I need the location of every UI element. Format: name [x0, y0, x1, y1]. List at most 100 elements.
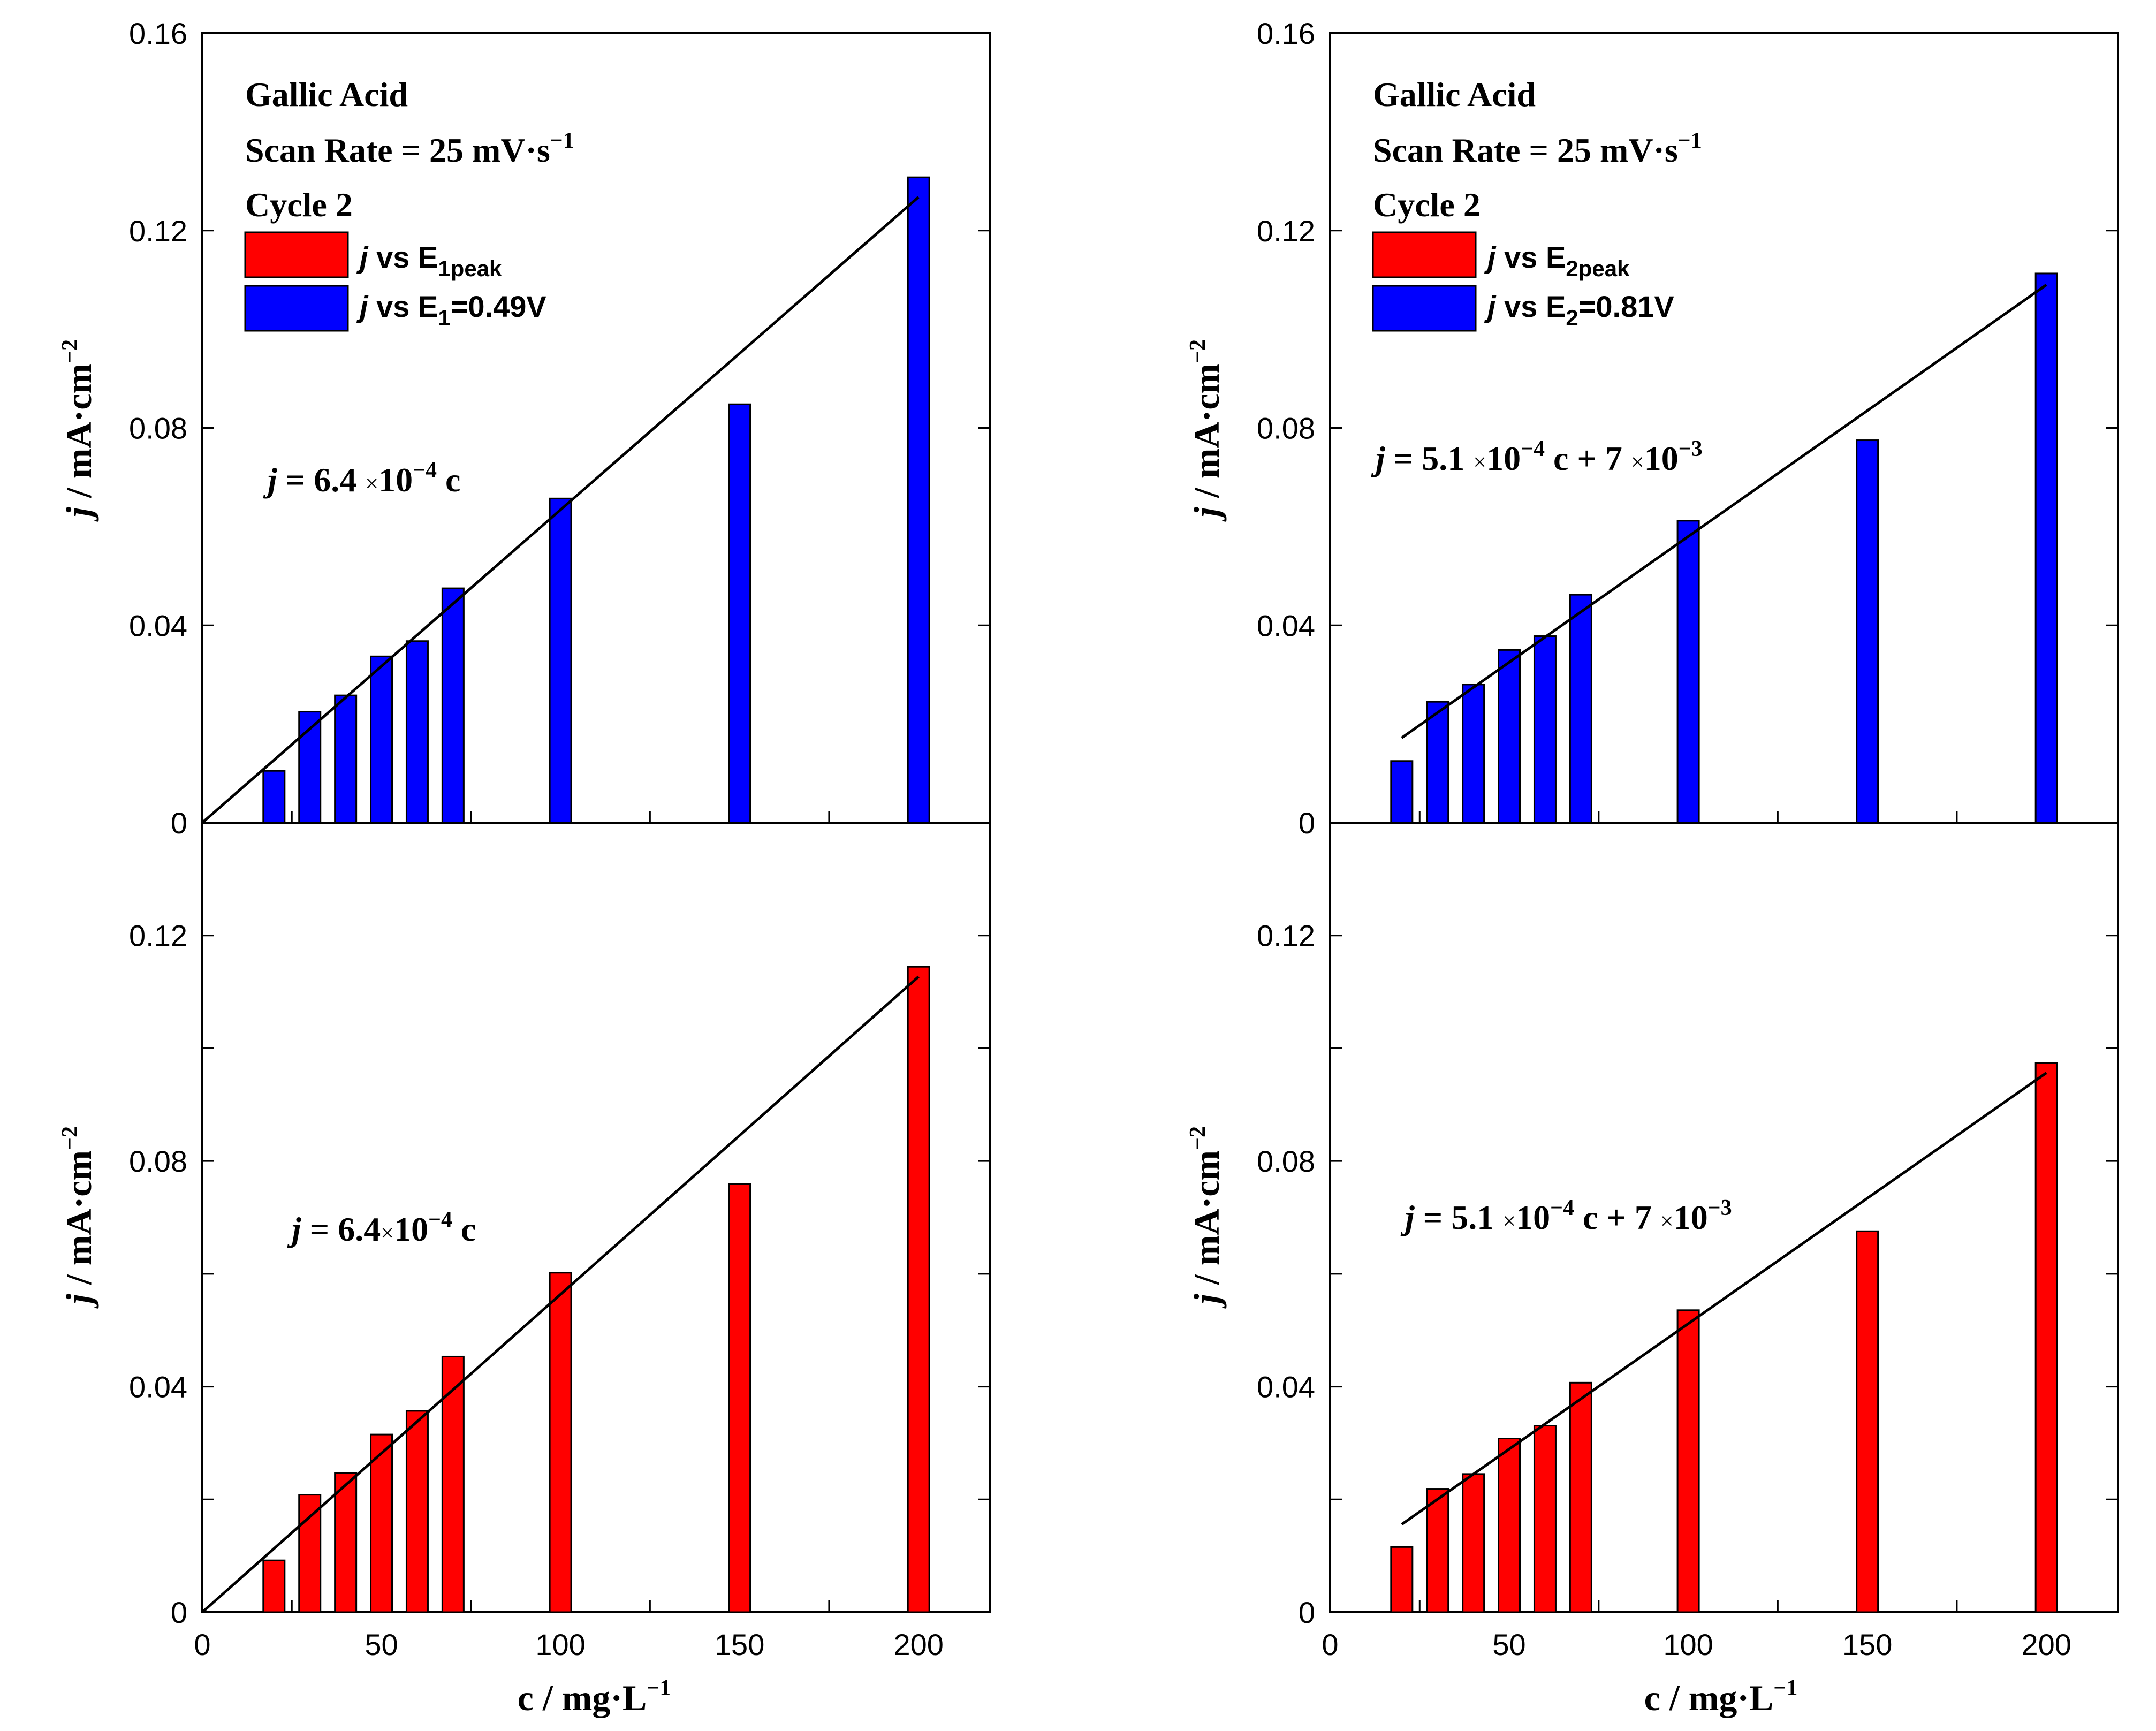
bar [334, 694, 358, 824]
x-tick-label: 0 [194, 1628, 210, 1661]
y-j: j [58, 506, 99, 522]
y-tick-label: 0.12 [129, 919, 187, 953]
legend-swatch-red [1372, 231, 1477, 278]
y-j: j [1186, 506, 1227, 522]
eq-base: 10 [394, 1210, 428, 1248]
x-exp: −1 [1773, 1676, 1797, 1700]
legend-sub: 1 [438, 305, 450, 330]
left-column: 0 0.04 0.08 0.12 0.16 0 0.04 0.08 0.12 0 50 100 150… [58, 17, 991, 1718]
bar [262, 1559, 286, 1613]
eq-coef: = 6.4 [277, 461, 365, 499]
x-tick-label: 150 [1842, 1628, 1892, 1661]
legend-j: j [356, 240, 369, 274]
legend-sub: 2 [1566, 305, 1578, 330]
legend-label-blue: j vs E1=0.49V [356, 290, 546, 330]
x-unit: L [1749, 1677, 1773, 1718]
x-dot: · [1737, 1677, 1749, 1718]
bar [1462, 1473, 1485, 1613]
y-exp: −2 [58, 1126, 82, 1150]
y-tick-label: 0 [1299, 806, 1315, 840]
bar [2034, 1062, 2058, 1613]
bar [907, 966, 930, 1613]
y-tick-label: 0.12 [129, 214, 187, 248]
x-tick-label: 200 [893, 1628, 943, 1661]
equation-bottom-left: j = 6.4×10−4 c [287, 1208, 476, 1248]
scan-rate-text: Scan Rate = 25 mV·s [245, 131, 550, 169]
bar [1856, 1230, 1879, 1613]
bar [1426, 701, 1449, 824]
y-exp: −2 [58, 339, 82, 363]
eq-base: 10 [378, 461, 413, 499]
bar [405, 1410, 429, 1613]
x-tick-label: 100 [1663, 1628, 1713, 1661]
fit-line [1401, 1072, 2047, 1525]
eq-coef: = 6.4 [301, 1210, 381, 1248]
y-rest: / mA [1186, 1209, 1227, 1294]
y-dot: · [1186, 410, 1227, 422]
eq-base2: 10 [1644, 439, 1679, 477]
bar [1498, 649, 1521, 824]
x-tick-label: 200 [2021, 1628, 2071, 1661]
y-tick-label: 0.04 [1257, 609, 1315, 642]
bar [1498, 1438, 1521, 1613]
bar [334, 1472, 358, 1613]
legend-j: j [356, 290, 369, 323]
equation-top-left: j = 6.4 ×10−4 c [263, 458, 460, 499]
eq-rest: c + 7 [1574, 1198, 1660, 1236]
bar [549, 497, 572, 824]
bar [549, 1272, 572, 1613]
y-exp: −2 [1186, 339, 1210, 363]
annotation-title: Gallic Acid [245, 75, 408, 113]
x-rest: c / mg [518, 1677, 611, 1718]
eq-coef: = 5.1 [1415, 1198, 1502, 1236]
bar [907, 176, 930, 824]
eq-times: × [1473, 449, 1486, 475]
eq-times: × [365, 470, 378, 497]
y-tick-label: 0.04 [129, 1370, 187, 1404]
eq-base: 10 [1486, 439, 1521, 477]
legend-label-red: j vs E2peak [1484, 240, 1630, 281]
bar [1390, 1546, 1414, 1613]
equation-bottom-right: j = 5.1 ×10−4 c + 7 ×10−3 [1400, 1196, 1732, 1236]
scan-rate-exp: −1 [550, 128, 574, 153]
bar [2034, 272, 2058, 824]
eq-rest: c + 7 [1545, 439, 1631, 477]
bar [1569, 1381, 1592, 1613]
legend-sub: 1peak [438, 256, 502, 281]
y-unit: cm [58, 363, 99, 410]
annotation-cycle: Cycle 2 [245, 186, 353, 224]
eq-base2: 10 [1674, 1198, 1708, 1236]
eq-times: × [381, 1220, 394, 1246]
bar [370, 1433, 393, 1613]
x-tick-label: 150 [715, 1628, 764, 1661]
y-dot: · [1186, 1197, 1227, 1209]
y-unit: cm [1186, 1150, 1227, 1197]
y-tick-label: 0.16 [1257, 17, 1315, 50]
panel-top-right: 0 0.04 0.08 0.12 0.16 [1257, 17, 2118, 840]
eq-times2: × [1631, 449, 1644, 475]
eq-rest: c [452, 1210, 476, 1248]
x-axis-label-right: c / mg·L−1 [1644, 1676, 1798, 1718]
x-tick-label: 50 [365, 1628, 398, 1661]
y-exp: −2 [1186, 1126, 1210, 1150]
y-tick-label: 0 [171, 806, 187, 840]
eq-exp: −4 [428, 1208, 452, 1232]
legend-swatch-red [244, 231, 349, 278]
eq-coef: = 5.1 [1385, 439, 1473, 477]
bar [1569, 594, 1592, 824]
y-tick-label: 0 [171, 1596, 187, 1629]
bar [1426, 1488, 1449, 1613]
legend-swatch-blue [244, 285, 349, 332]
eq-exp: −4 [413, 458, 437, 483]
x-unit: L [622, 1677, 647, 1718]
bar [1533, 1425, 1557, 1613]
x-axis-label-left: c / mg·L−1 [518, 1676, 671, 1718]
y-tick-label: 0.04 [1257, 1370, 1315, 1404]
annotation-title: Gallic Acid [1373, 75, 1536, 113]
bar [1676, 520, 1700, 824]
legend-suffix: =0.49V [451, 290, 546, 323]
eq-exp2: −3 [1708, 1196, 1732, 1220]
bar [728, 1183, 751, 1613]
x-tick-label: 100 [535, 1628, 585, 1661]
